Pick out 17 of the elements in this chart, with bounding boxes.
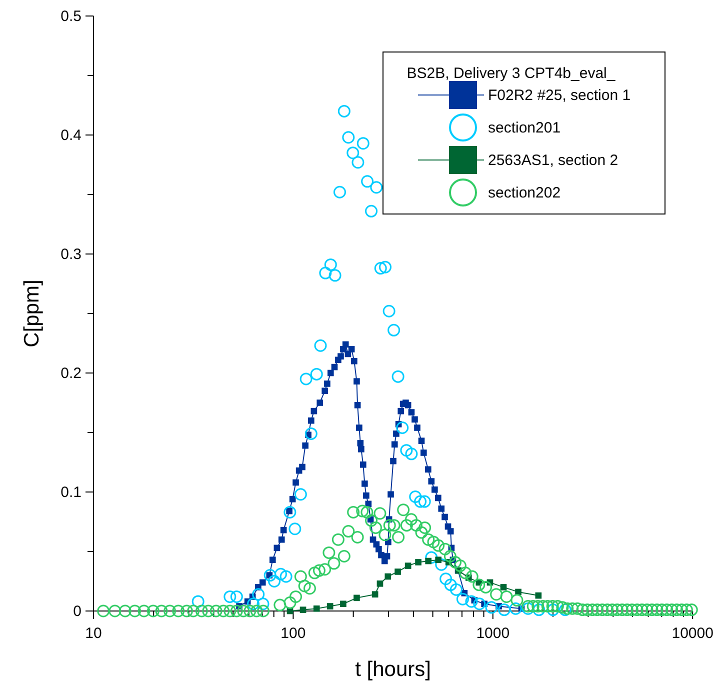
y-axis-title: C[ppm] bbox=[20, 280, 44, 348]
x-tick-label: 1000 bbox=[476, 625, 510, 642]
y-tick-label: 0.2 bbox=[60, 365, 82, 382]
legend-label: 2563AS1, section 2 bbox=[488, 152, 618, 169]
y-tick-label: 0 bbox=[73, 603, 82, 620]
legend-label: section202 bbox=[488, 184, 561, 202]
legend-label: F02R2 #25, section 1 bbox=[488, 87, 631, 104]
x-tick-label: 10 bbox=[85, 625, 102, 642]
legend-title: BS2B, Delivery 3 CPT4b_eval_ bbox=[406, 65, 616, 82]
x-axis-title: t [hours] bbox=[355, 658, 431, 681]
x-tick-label: 10000 bbox=[672, 625, 714, 642]
y-tick-label: 0.4 bbox=[60, 127, 82, 144]
y-tick-label: 0.3 bbox=[60, 246, 82, 263]
y-tick-label: 0.5 bbox=[60, 8, 82, 25]
y-tick-label: 0.1 bbox=[60, 484, 82, 501]
legend-label: section201 bbox=[488, 120, 561, 136]
x-tick-label: 100 bbox=[280, 625, 306, 642]
